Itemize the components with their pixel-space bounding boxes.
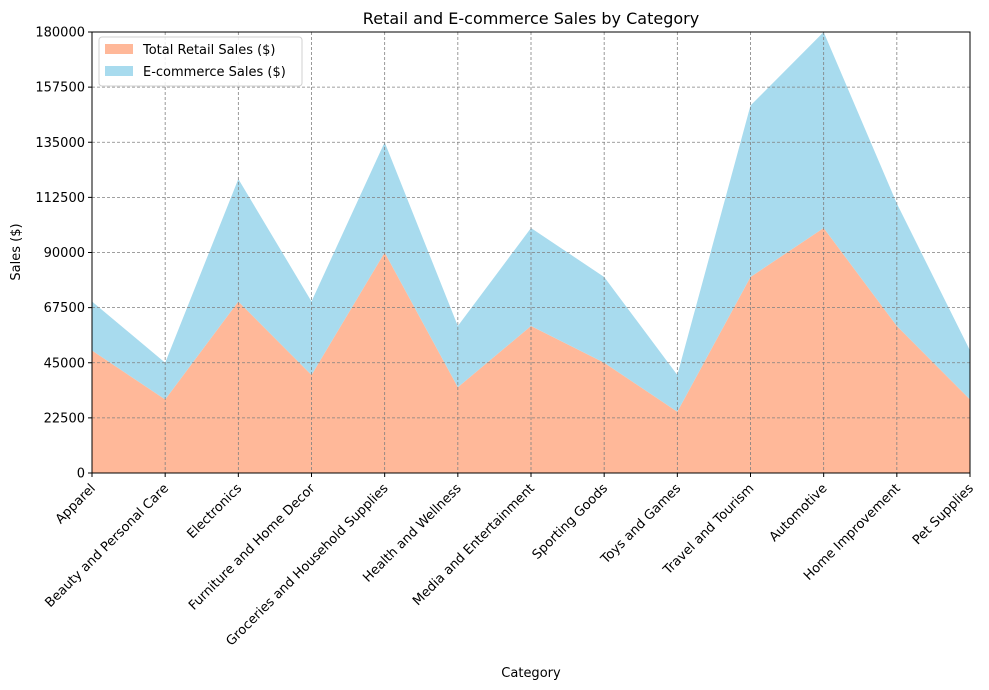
x-tick-label: Sporting Goods xyxy=(530,481,612,563)
x-tick-label: Pet Supplies xyxy=(910,481,977,548)
y-tick-label: 112500 xyxy=(35,191,85,206)
y-tick-label: 0 xyxy=(77,467,85,482)
y-axis: 0 22500 45000 67500 90000 112500 135000 157500 1… xyxy=(35,26,92,482)
y-tick-label: 157500 xyxy=(35,81,85,96)
x-tick-label: Beauty and Personal Care xyxy=(42,481,171,610)
x-tick-label: Automotive xyxy=(767,481,831,545)
x-axis-label: Category xyxy=(501,666,561,681)
legend-label-retail: Total Retail Sales ($) xyxy=(142,43,276,58)
legend-swatch-retail xyxy=(105,44,133,54)
y-tick-label: 45000 xyxy=(44,356,85,371)
y-tick-label: 90000 xyxy=(44,246,85,261)
legend-swatch-ecommerce xyxy=(105,66,133,76)
y-tick-label: 22500 xyxy=(44,411,85,426)
legend-box xyxy=(98,36,303,87)
legend: Total Retail Sales ($) E-commerce Sales … xyxy=(98,36,303,87)
chart-title: Retail and E-commerce Sales by Category xyxy=(363,9,699,28)
legend-label-ecommerce: E-commerce Sales ($) xyxy=(143,65,286,80)
y-tick-label: 67500 xyxy=(44,301,85,316)
x-tick-label: Electronics xyxy=(184,481,245,542)
area-series-1 xyxy=(92,32,970,412)
x-tick-label: Groceries and Household Supplies xyxy=(223,481,391,649)
x-tick-label: Toys and Games xyxy=(598,481,685,568)
x-tick-label: Media and Entertainment xyxy=(410,481,538,609)
y-axis-label: Sales ($) xyxy=(9,223,24,280)
y-tick-label: 135000 xyxy=(35,136,85,151)
x-tick-label: Apparel xyxy=(53,481,99,527)
y-tick-label: 180000 xyxy=(35,26,85,41)
plot-area xyxy=(91,31,971,474)
x-tick-label: Furniture and Home Decor xyxy=(186,481,319,614)
